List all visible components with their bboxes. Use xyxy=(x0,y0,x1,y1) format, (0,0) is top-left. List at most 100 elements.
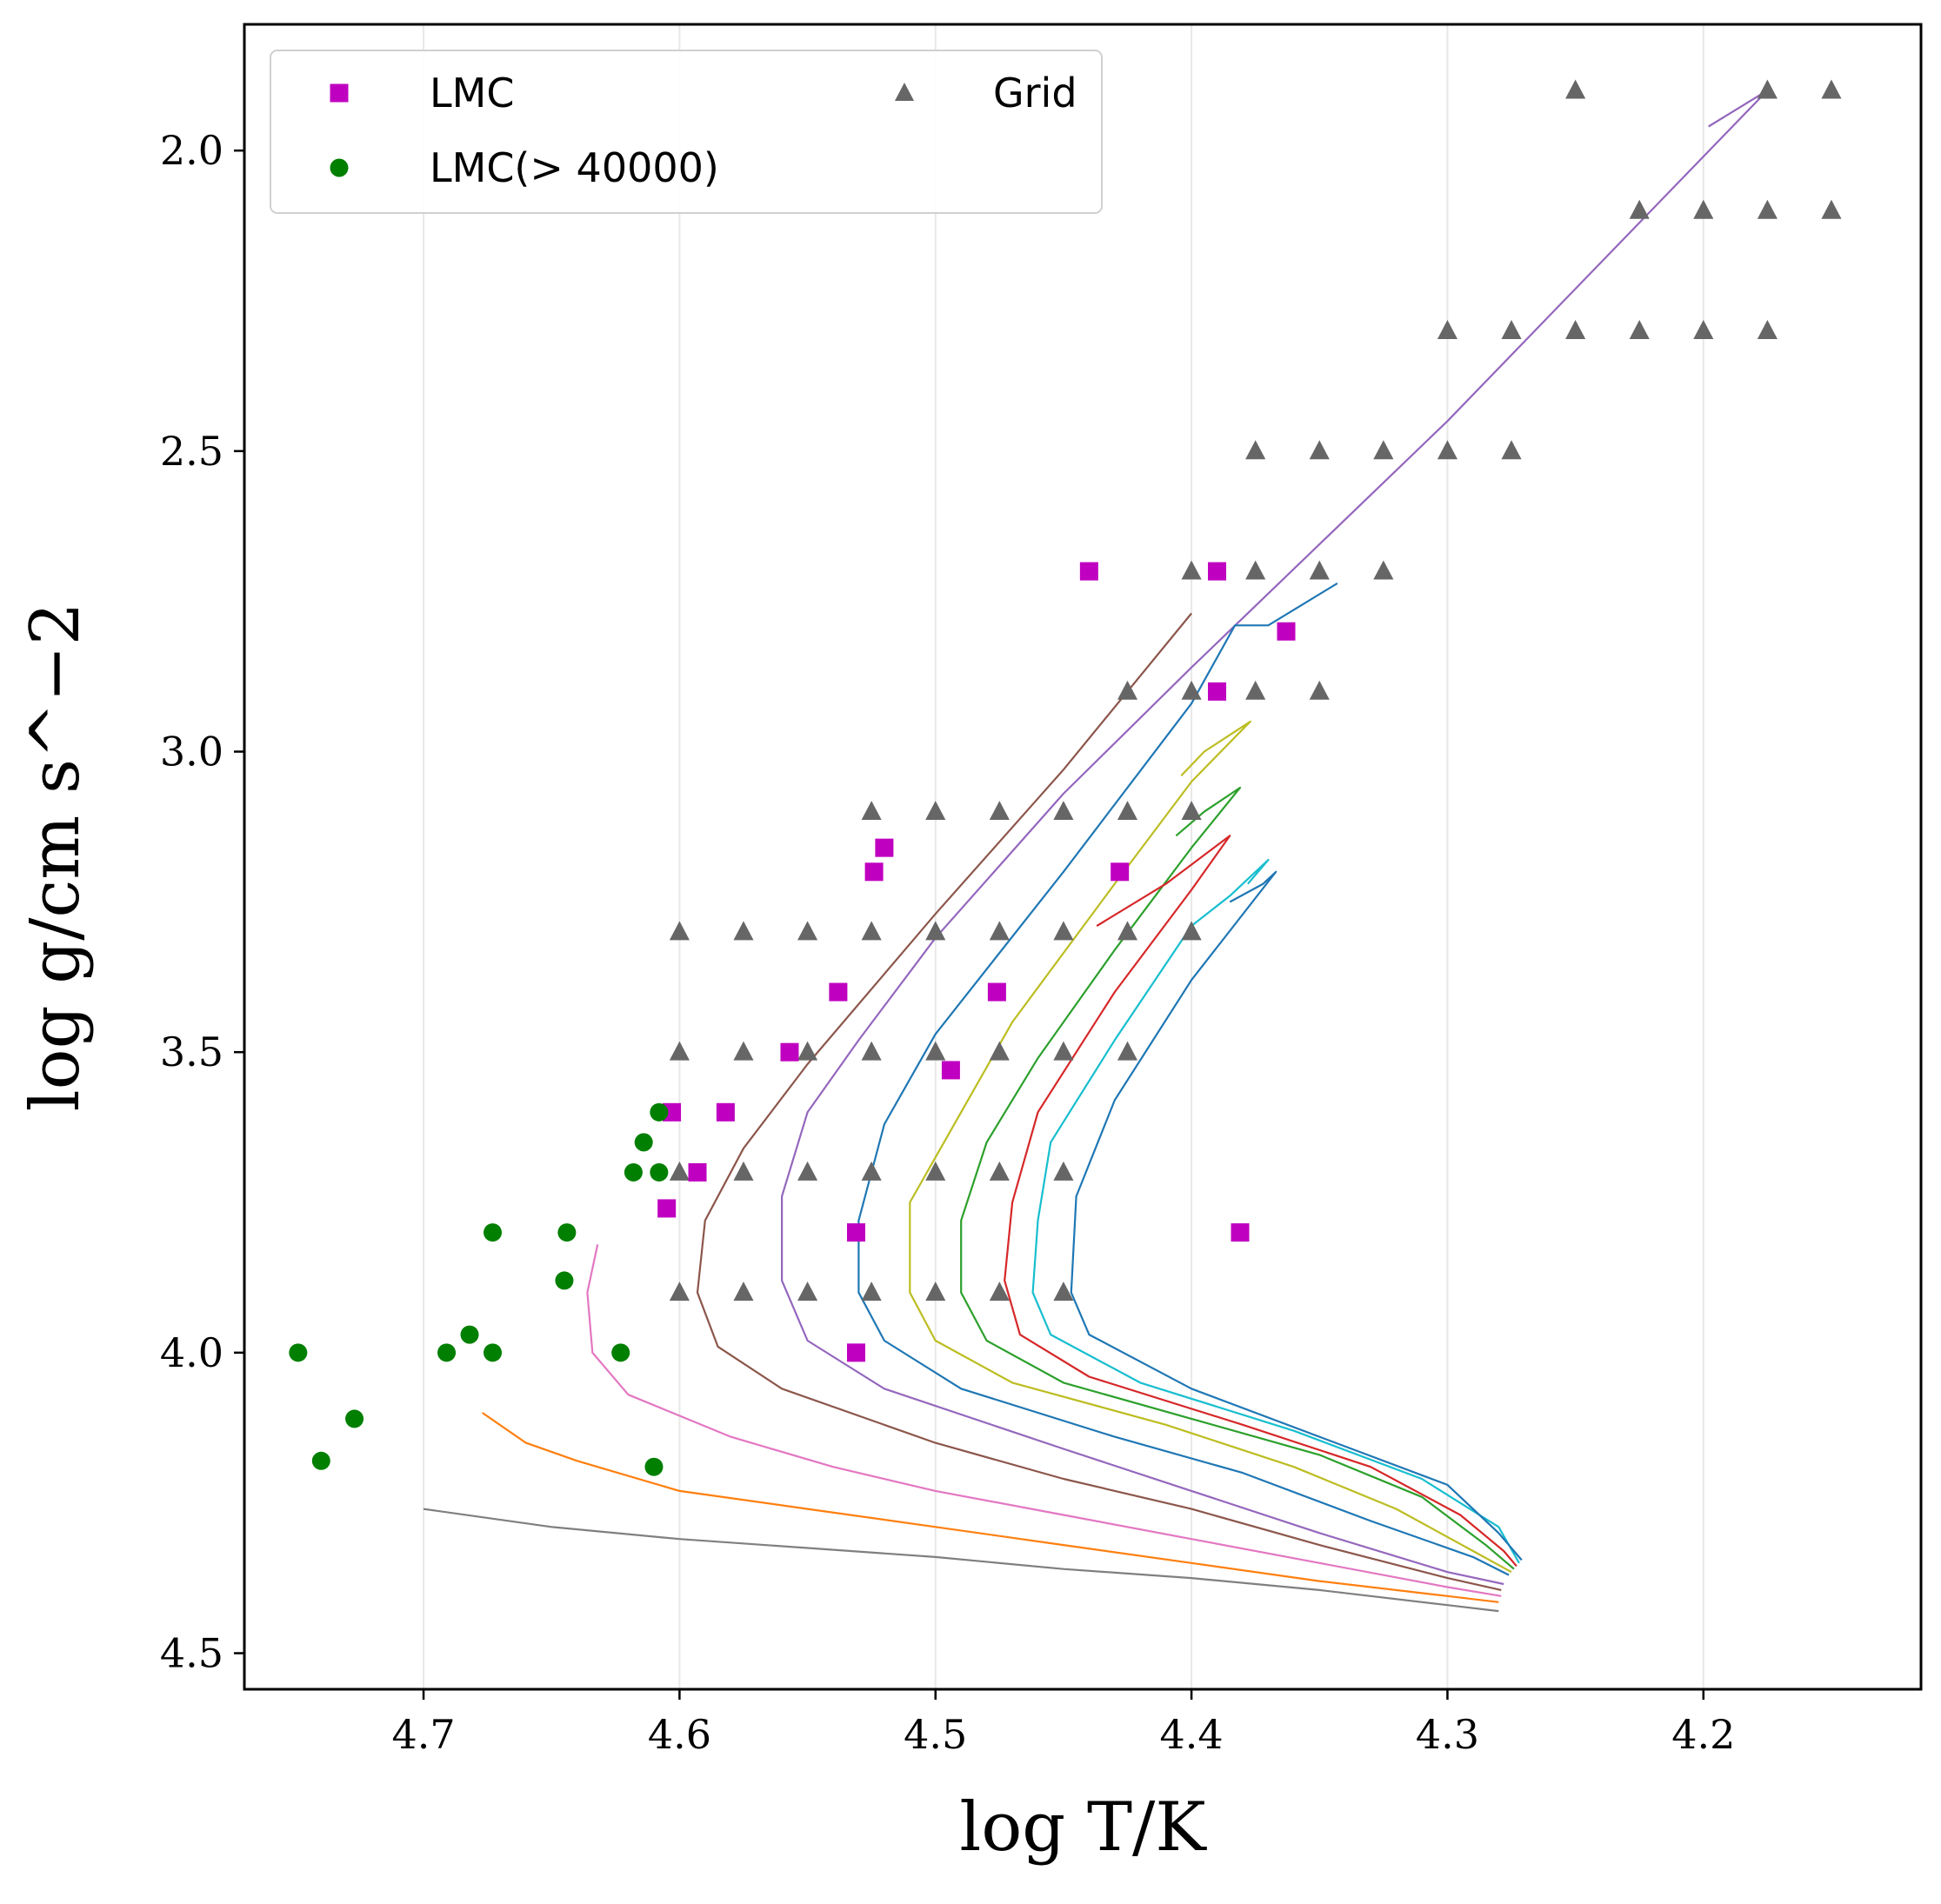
grid xyxy=(423,24,1704,1689)
triangle-point xyxy=(989,801,1010,821)
triangle-point xyxy=(1309,560,1330,580)
triangle-point xyxy=(797,1282,818,1302)
track-line-8 xyxy=(960,786,1515,1570)
triangle-point xyxy=(1245,560,1266,580)
square-point xyxy=(875,838,894,857)
x-axis: 4.7 4.6 4.5 4.4 4.3 4.2 xyxy=(391,1689,1735,1758)
circle-point xyxy=(311,1451,330,1470)
triangle-point xyxy=(1501,320,1522,339)
triangle-point xyxy=(1437,320,1458,339)
legend-marker-triangle xyxy=(894,83,915,101)
track-line-2 xyxy=(482,1412,1499,1603)
triangle-point xyxy=(925,801,946,821)
track-line-3 xyxy=(586,1244,1502,1597)
triangle-point xyxy=(861,1161,882,1181)
triangle-point xyxy=(733,921,754,941)
triangle-point xyxy=(1501,440,1522,460)
triangle-point xyxy=(989,921,1010,941)
circle-point xyxy=(634,1133,653,1152)
triangle-point xyxy=(1053,801,1074,821)
x-tick-label: 4.6 xyxy=(648,1711,711,1758)
triangle-point xyxy=(797,921,818,941)
legend: LMC LMC(> 40000) Grid xyxy=(270,50,1103,214)
x-tick-label: 4.5 xyxy=(904,1711,967,1758)
triangle-point xyxy=(669,1041,690,1061)
triangle-point xyxy=(1181,560,1202,580)
track-line-1 xyxy=(423,1508,1499,1613)
x-axis-title: log T/K xyxy=(959,1788,1207,1867)
triangle-point xyxy=(733,1282,754,1302)
y-tick-label: 3.5 xyxy=(160,1029,223,1075)
circle-point xyxy=(650,1162,669,1182)
track-line-5 xyxy=(781,89,1769,1586)
legend-label: Grid xyxy=(993,70,1077,117)
y-tick-label: 4.0 xyxy=(160,1329,223,1376)
triangle-point xyxy=(1245,440,1266,460)
triangle-point xyxy=(1629,199,1650,219)
triangle-point xyxy=(1309,440,1330,460)
legend-label: LMC(> 40000) xyxy=(430,144,719,191)
triangle-point xyxy=(989,1041,1010,1061)
triangle-point xyxy=(1757,79,1778,99)
circle-point xyxy=(289,1343,308,1362)
legend-label: LMC xyxy=(430,70,514,117)
square-point xyxy=(1079,562,1098,581)
y-tick-label: 3.0 xyxy=(160,729,223,776)
square-point xyxy=(688,1162,707,1182)
triangle-point xyxy=(1117,680,1138,700)
circle-point xyxy=(484,1223,503,1242)
circle-point xyxy=(460,1325,479,1344)
circle-point xyxy=(484,1343,503,1362)
triangle-point xyxy=(1053,1041,1074,1061)
circle-point xyxy=(557,1223,577,1242)
square-point xyxy=(663,1102,682,1122)
triangle-point xyxy=(1821,79,1842,99)
triangle-point xyxy=(925,1041,946,1061)
track-line-11 xyxy=(1070,870,1523,1561)
square-point xyxy=(657,1199,677,1218)
circle-point xyxy=(437,1343,457,1362)
triangle-point xyxy=(669,1161,690,1181)
square-point xyxy=(1231,1223,1250,1242)
triangle-point xyxy=(1437,440,1458,460)
triangle-point xyxy=(1373,440,1394,460)
triangle-point xyxy=(925,921,946,941)
circle-point xyxy=(650,1102,669,1122)
square-point xyxy=(716,1102,735,1122)
triangle-point xyxy=(861,921,882,941)
triangle-point xyxy=(1565,79,1586,99)
triangle-point xyxy=(861,1282,882,1302)
circle-point xyxy=(345,1409,364,1428)
x-tick-label: 4.7 xyxy=(391,1711,455,1758)
triangle-point xyxy=(1181,680,1202,700)
plot-area xyxy=(289,79,1842,1613)
triangle-point xyxy=(989,1161,1010,1181)
legend-marker-square xyxy=(330,83,349,103)
triangle-point xyxy=(669,1282,690,1302)
triangle-point xyxy=(1053,1161,1074,1181)
triangle-point xyxy=(1309,680,1330,700)
triangle-point xyxy=(733,1041,754,1061)
triangle-point xyxy=(861,1041,882,1061)
square-point xyxy=(846,1343,865,1362)
triangle-point xyxy=(989,1282,1010,1302)
triangle-point xyxy=(1245,680,1266,700)
track-line-7 xyxy=(909,720,1512,1574)
triangle-point xyxy=(861,801,882,821)
square-point xyxy=(864,862,884,882)
triangle-point xyxy=(1053,921,1074,941)
square-point xyxy=(941,1061,960,1080)
triangle-point xyxy=(1053,1282,1074,1302)
triangle-point xyxy=(1373,560,1394,580)
triangle-point xyxy=(1117,921,1138,941)
x-tick-label: 4.2 xyxy=(1671,1711,1735,1758)
square-point xyxy=(846,1223,865,1242)
square-point xyxy=(1208,682,1227,701)
x-tick-label: 4.3 xyxy=(1416,1711,1479,1758)
triangle-point xyxy=(733,1161,754,1181)
triangle-point xyxy=(1693,199,1714,219)
x-tick-label: 4.4 xyxy=(1160,1711,1224,1758)
triangle-point xyxy=(1117,801,1138,821)
